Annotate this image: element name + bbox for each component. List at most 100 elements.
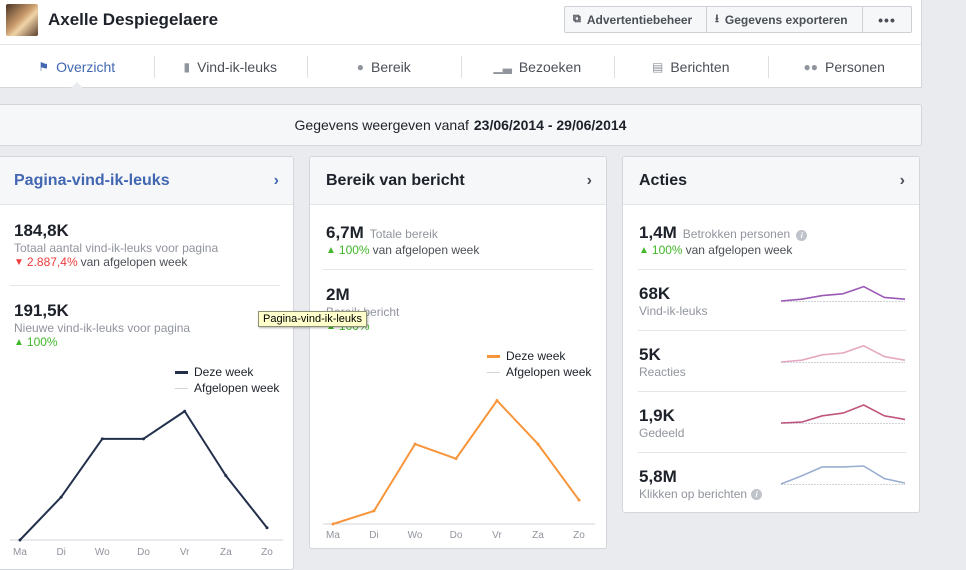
ads-manager-label: Advertentiebeheer [586, 12, 693, 27]
info-icon[interactable]: i [796, 230, 808, 241]
data-point[interactable] [265, 526, 269, 530]
tab-vind-ik-leuks[interactable]: ▮ Vind-ik-leuks [153, 45, 308, 88]
action-label: Reacties [639, 365, 686, 379]
legend-label: Deze week [506, 349, 566, 363]
action-label-row: Vind-ik-leuks [639, 304, 707, 318]
metric-value: 184,8K [14, 221, 69, 240]
arrow-up-icon: ▲ [639, 244, 649, 256]
change-suffix: van afgelopen week [372, 243, 480, 257]
action-row[interactable]: 68K Vind-ik-leuks [639, 284, 707, 318]
legend-item-last-week: Afgelopen week [487, 364, 591, 380]
data-point[interactable] [100, 437, 104, 441]
x-tick-label: Zo [573, 530, 585, 541]
tab-bezoeken[interactable]: ▁▃ Bezoeken [460, 45, 615, 88]
data-point[interactable] [59, 495, 63, 499]
change-value: 100% [651, 243, 683, 257]
tab-bereik[interactable]: ● Bereik [307, 45, 461, 88]
this-week-line [780, 404, 906, 424]
data-point[interactable] [183, 409, 187, 413]
action-label-row: Reacties [639, 365, 686, 379]
action-row[interactable]: 1,9K Gedeeld [639, 406, 684, 440]
divider [638, 330, 906, 331]
tab-berichten[interactable]: ▤ Berichten [614, 45, 768, 88]
date-range-prefix: Gegevens weergeven vanaf [294, 117, 469, 133]
tab-label: Bereik [371, 58, 411, 75]
tooltip: Pagina-vind-ik-leuks [258, 311, 368, 327]
post-reach-chart: Ma Di Wo Do Vr Za Zo [323, 399, 595, 541]
legend-swatch [487, 354, 500, 358]
data-point[interactable] [372, 509, 376, 513]
metric-change: ▲ 100% van afgelopen week [326, 243, 479, 257]
legend-label: Afgelopen week [194, 381, 280, 395]
tab-overzicht[interactable]: ⚑ Overzicht [0, 45, 154, 89]
action-label-row: Gedeeld [639, 426, 684, 440]
chart-legend: Deze week Afgelopen week [175, 364, 279, 396]
more-options-button[interactable]: ••• [862, 6, 912, 33]
action-row[interactable]: 5,8M Klikken op berichten i [639, 467, 763, 501]
chevron-right-icon: › [899, 171, 905, 189]
action-label: Vind-ik-leuks [639, 304, 708, 318]
action-label: Gedeeld [639, 426, 685, 440]
data-point[interactable] [413, 442, 417, 446]
chevron-right-icon: › [586, 171, 592, 189]
action-row[interactable]: 5K Reacties [639, 345, 686, 379]
flag-icon: ⚑ [38, 59, 50, 74]
card-title: Pagina-vind-ik-leuks [14, 171, 170, 189]
legend-swatch [175, 370, 188, 374]
ads-manager-button[interactable]: ⧉ Advertentiebeheer [564, 6, 706, 33]
total-reach-metric: 6,7M Totale bereik ▲ 100% van afgelopen … [326, 223, 479, 257]
insights-tabs: ⚑ Overzicht ▮ Vind-ik-leuks ● Bereik ▁▃ … [0, 44, 922, 89]
change-value: 2.887,4% [26, 255, 78, 269]
x-tick-label: Do [137, 547, 150, 558]
legend-swatch [487, 371, 500, 373]
total-likes-metric: 184,8K Totaal aantal vind-ik-leuks voor … [14, 221, 218, 269]
metric-change: ▼ 2.887,4% van afgelopen week [14, 255, 218, 269]
metric-label: Totale bereik [369, 227, 438, 241]
ads-manager-icon: ⧉ [573, 13, 581, 25]
post-reach-card-header[interactable]: Bereik van bericht › [310, 157, 606, 205]
data-point[interactable] [454, 457, 458, 461]
data-point[interactable] [495, 399, 499, 403]
data-point[interactable] [18, 538, 22, 542]
x-tick-label: Zo [261, 547, 273, 558]
metric-label: Betrokken personen [682, 227, 791, 241]
tab-personen[interactable]: ●● Personen [767, 45, 922, 88]
data-point[interactable] [331, 522, 335, 526]
x-tick-label: Ma [13, 547, 27, 558]
divider [638, 391, 906, 392]
change-value: 100% [26, 335, 58, 349]
card-title: Acties [639, 171, 688, 189]
export-data-button[interactable]: ⭳ Gegevens exporteren [706, 6, 862, 33]
tab-label: Vind-ik-leuks [197, 58, 277, 75]
legend-label: Deze week [194, 365, 254, 379]
export-label: Gegevens exporteren [724, 12, 848, 27]
divider [10, 285, 280, 286]
x-tick-label: Wo [95, 547, 110, 558]
x-tick-label: Za [532, 530, 544, 541]
page-header: Axelle Despiegelaere ⧉ Advertentiebeheer… [0, 0, 922, 89]
x-tick-label: Di [56, 547, 65, 558]
page-name[interactable]: Axelle Despiegelaere [48, 10, 219, 29]
data-point[interactable] [142, 437, 145, 441]
actions-card: Acties › 1,4M Betrokken personen i ▲ 100… [622, 156, 920, 513]
arrow-up-icon: ▲ [326, 244, 336, 256]
tab-label: Overzicht [56, 58, 116, 75]
data-point[interactable] [577, 498, 581, 502]
data-point[interactable] [224, 474, 228, 478]
page-likes-card-header[interactable]: Pagina-vind-ik-leuks › [0, 157, 293, 205]
action-value: 68K [639, 284, 671, 303]
action-sparkline [780, 345, 906, 363]
data-point[interactable] [536, 442, 540, 446]
x-tick-label: Za [220, 547, 232, 558]
info-icon[interactable]: i [751, 488, 763, 500]
engaged-people-metric: 1,4M Betrokken personen i ▲ 100% van afg… [639, 223, 808, 257]
x-tick-label: Vr [492, 530, 502, 541]
actions-card-header[interactable]: Acties › [623, 157, 919, 205]
avatar[interactable] [6, 4, 38, 36]
metric-value: 6,7M [326, 223, 364, 242]
metric-value: 1,4M [639, 223, 677, 242]
legend-label: Afgelopen week [506, 365, 592, 379]
action-label-row: Klikken op berichten i [639, 487, 763, 501]
bar-chart-icon: ▁▃ [493, 59, 512, 74]
chevron-right-icon: › [273, 171, 279, 189]
